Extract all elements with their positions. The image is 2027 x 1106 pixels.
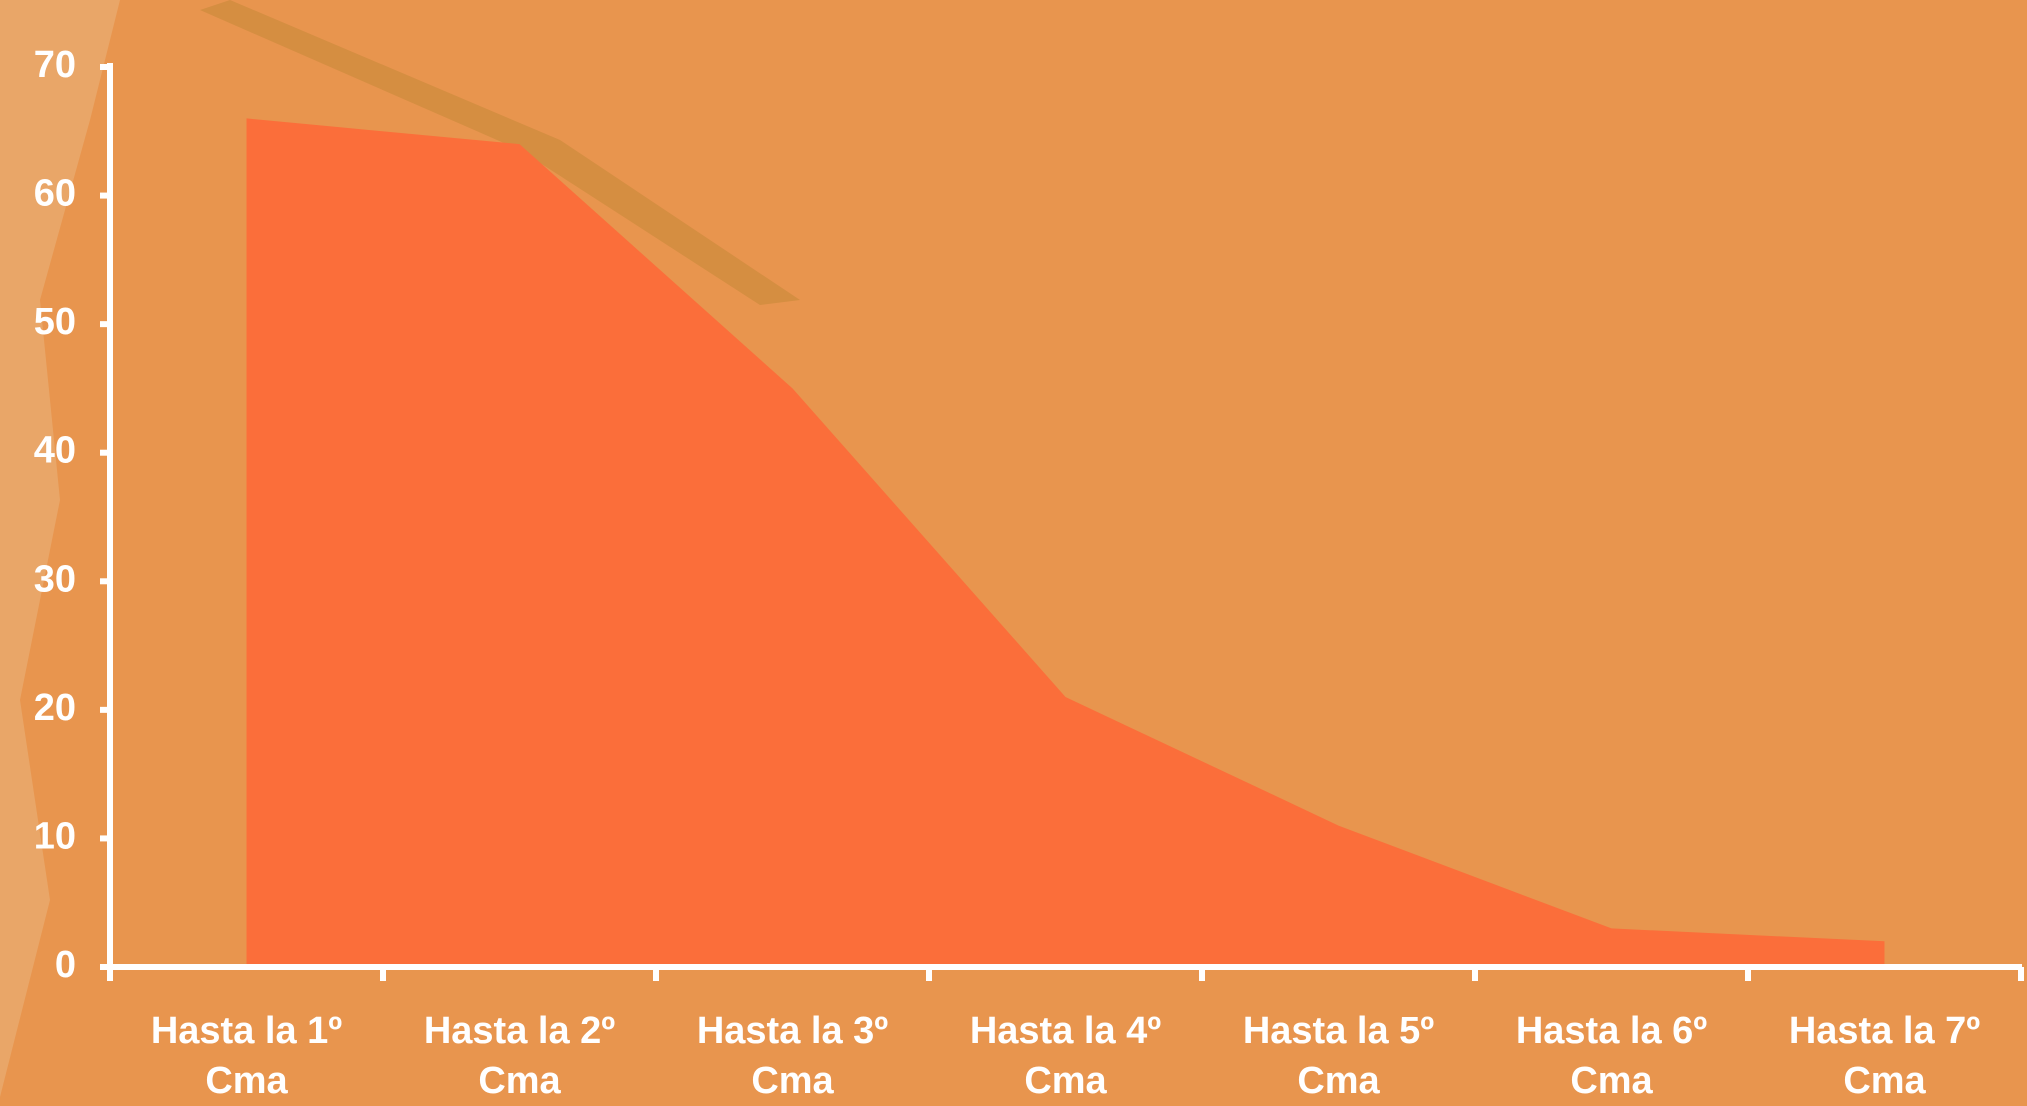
y-tick-label: 60 (34, 173, 76, 215)
y-tick-label: 70 (34, 44, 76, 86)
decoration (0, 0, 120, 1097)
y-tick-label: 20 (34, 687, 76, 729)
x-tick-label: Hasta la 3º Cma (696, 1010, 889, 1102)
y-tick-label: 50 (34, 301, 76, 343)
y-tick-label: 40 (34, 430, 76, 472)
y-tick-label: 30 (34, 558, 76, 600)
x-tick-label: Hasta la 7º Cma (1788, 1010, 1981, 1102)
x-tick-label: Hasta la 4º Cma (969, 1010, 1162, 1102)
x-tick-label: Hasta la 2º Cma (423, 1010, 616, 1102)
x-tick-label: Hasta la 1º Cma (150, 1010, 343, 1102)
area (246, 118, 1885, 967)
y-tick-label: 10 (34, 815, 76, 857)
x-tick-label: Hasta la 5º Cma (1242, 1010, 1435, 1102)
y-tick-label: 0 (55, 944, 76, 986)
x-tick-label: Hasta la 6º Cma (1515, 1010, 1708, 1102)
decoration (200, 0, 800, 305)
